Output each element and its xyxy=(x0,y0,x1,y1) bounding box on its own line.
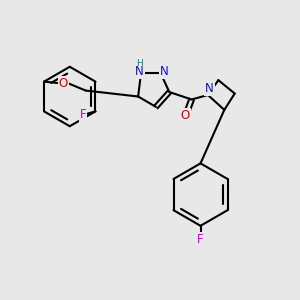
Text: N: N xyxy=(135,65,144,78)
Text: O: O xyxy=(59,76,68,90)
Text: H: H xyxy=(136,59,143,68)
Text: N: N xyxy=(205,82,214,95)
Text: N: N xyxy=(160,65,168,78)
Text: F: F xyxy=(80,108,86,122)
Text: F: F xyxy=(197,233,204,246)
Text: O: O xyxy=(180,109,190,122)
